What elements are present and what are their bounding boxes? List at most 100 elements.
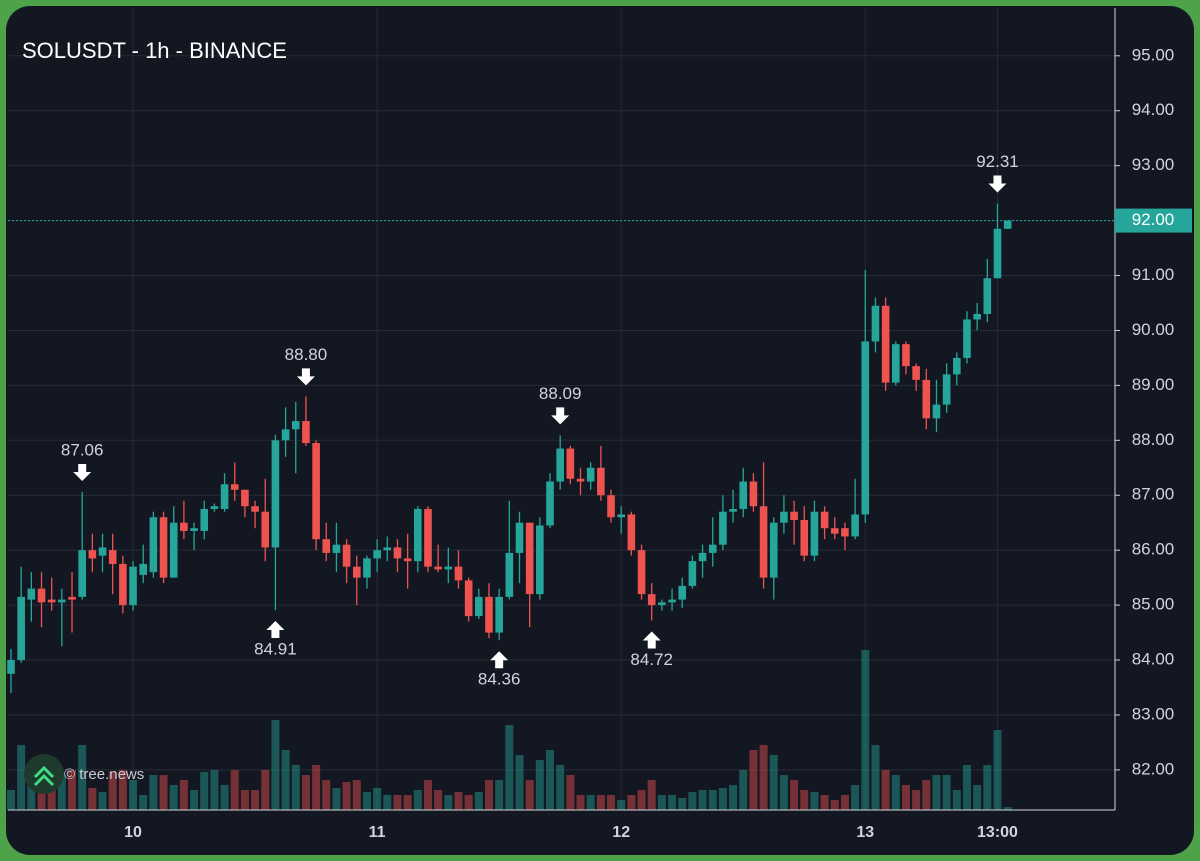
arrow-down [988, 175, 1007, 193]
candle-body [627, 514, 636, 551]
y-tick-label: 91.00 [1132, 265, 1175, 284]
candle-body [352, 566, 361, 578]
annotation-label: 88.80 [285, 345, 328, 364]
candle-body [180, 522, 188, 531]
candle-body [546, 481, 554, 526]
candle-body [902, 344, 910, 367]
volume-bar [627, 795, 636, 810]
candle-body [129, 566, 137, 606]
candle-body [108, 550, 117, 564]
volume-bar [871, 745, 880, 810]
y-tick-label: 90.00 [1132, 320, 1175, 339]
candle-body [210, 506, 219, 509]
volume-bar [800, 790, 809, 810]
y-tick-label: 89.00 [1132, 375, 1175, 394]
candle-body [159, 517, 168, 578]
volume-bar [68, 770, 77, 810]
candle-body [607, 495, 615, 518]
candle-body [536, 525, 544, 595]
volume-bar [718, 788, 727, 810]
volume-bar [881, 770, 890, 810]
candle-body [597, 467, 605, 496]
arrow-up [642, 631, 661, 649]
volume-bar [840, 795, 849, 810]
x-tick-label: 13:00 [977, 824, 1018, 841]
candle-body [342, 544, 351, 567]
volume-bar [535, 760, 544, 810]
candle-body [7, 660, 15, 674]
x-tick-label: 12 [612, 824, 630, 841]
volume-bar [342, 782, 351, 810]
candle-body [586, 467, 595, 482]
volume-bar [922, 780, 931, 810]
candle-body [871, 305, 880, 342]
volume-bar [47, 785, 56, 810]
volume-bar [830, 800, 839, 810]
volume-bar [444, 795, 453, 810]
candle-body [780, 511, 788, 523]
candle-body [393, 547, 402, 559]
volume-bar [484, 780, 493, 810]
candle-body [291, 421, 300, 430]
candle-body [993, 228, 1002, 279]
y-tick-label: 95.00 [1132, 45, 1175, 64]
volume-bar [139, 795, 148, 810]
volume-bar [281, 750, 290, 810]
candle-body [830, 528, 839, 534]
arrow-down [73, 463, 92, 481]
candle-body [922, 379, 931, 419]
candle-body [719, 511, 727, 545]
volume-bar [159, 775, 168, 810]
candle-body [658, 602, 666, 606]
volume-bar [352, 780, 361, 810]
volume-bar [749, 750, 758, 810]
candle-body [525, 522, 534, 595]
y-tick-label: 94.00 [1132, 100, 1175, 119]
annotation-label: 84.36 [478, 670, 521, 689]
candle-body [88, 550, 97, 559]
volume-bar [810, 792, 819, 810]
annotation-label: 88.09 [539, 384, 582, 403]
volume-bar [57, 775, 66, 810]
candle-body [414, 508, 422, 562]
candle-body [302, 421, 310, 444]
candle-body [810, 511, 819, 556]
candle-body [200, 508, 209, 531]
watermark: © tree.news [64, 766, 144, 783]
x-tick-label: 10 [124, 824, 142, 841]
volume-bar [271, 720, 280, 810]
candle-body [881, 305, 890, 383]
candle-body [942, 374, 951, 405]
volume-bar [901, 785, 910, 810]
overlay-layer: 87.06 88.80 84.91 88.09 84.36 84.72 92.31 [8, 152, 1115, 689]
candle-body [403, 558, 412, 562]
candle-body [729, 508, 737, 512]
candle-body [495, 596, 503, 633]
volume-bar [942, 775, 951, 810]
volume-bar [546, 750, 555, 810]
annotation-label: 87.06 [61, 440, 104, 459]
y-tick-label: 93.00 [1132, 155, 1175, 174]
candle-body [98, 547, 107, 556]
y-tick-label: 83.00 [1132, 704, 1175, 723]
candle-body [444, 566, 453, 570]
volume-bar [790, 780, 799, 810]
last-price-box [1115, 208, 1192, 233]
candle-body [800, 519, 809, 556]
candle-body [47, 599, 56, 603]
arrow-down [551, 407, 570, 425]
volume-bar [169, 785, 178, 810]
candle-body [312, 443, 320, 540]
volume-bar [566, 775, 575, 810]
volume-bar [759, 745, 768, 810]
y-tick-label: 87.00 [1132, 485, 1175, 504]
volume-bar [637, 790, 646, 810]
candle-body [556, 448, 564, 482]
candle-body [475, 596, 483, 617]
candle-body [190, 528, 198, 531]
candle-body [261, 511, 270, 548]
candle-body [17, 596, 25, 661]
candle-body [576, 478, 585, 482]
volume-bar [200, 772, 209, 810]
